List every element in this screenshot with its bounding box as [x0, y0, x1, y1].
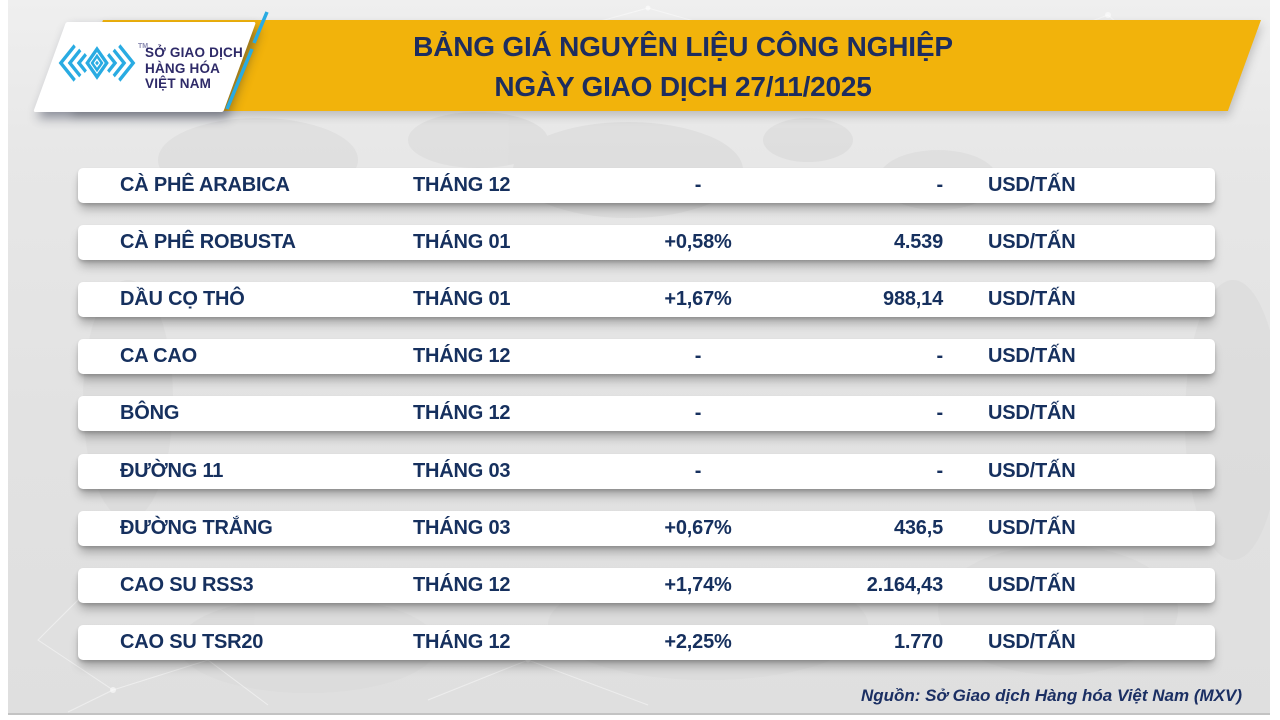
table-row: ĐƯỜNG 11 THÁNG 03 - - USD/TẤN — [78, 454, 1215, 489]
price-unit: USD/TẤN — [988, 174, 1076, 196]
price-unit: USD/TẤN — [988, 288, 1076, 310]
change-percent: - — [694, 402, 702, 424]
commodity-name: DẦU CỌ THÔ — [120, 288, 245, 310]
price-value: 988,14 — [883, 288, 943, 310]
commodity-name: CAO SU RSS3 — [120, 574, 254, 596]
table-row: BÔNG THÁNG 12 - - USD/TẤN — [78, 396, 1215, 431]
source-attribution: Nguồn: Sở Giao dịch Hàng hóa Việt Nam (M… — [860, 686, 1242, 705]
commodity-name: CA CAO — [120, 345, 197, 367]
mxv-logo-icon — [58, 44, 136, 82]
price-board: BẢNG GIÁ NGUYÊN LIỆU CÔNG NGHIỆP NGÀY GI… — [8, 0, 1270, 715]
change-percent: +0,58% — [664, 231, 732, 253]
price-value: 4.539 — [893, 231, 943, 253]
price-unit: USD/TẤN — [988, 574, 1076, 596]
title-line-2: NGÀY GIAO DỊCH 27/11/2025 — [494, 71, 872, 102]
price-value: 2.164,43 — [866, 574, 943, 596]
page-title: BẢNG GIÁ NGUYÊN LIỆU CÔNG NGHIỆP NGÀY GI… — [268, 20, 1098, 111]
logo-org-line-3: VIỆT NAM — [145, 76, 212, 91]
change-percent: - — [694, 345, 702, 367]
table-row: CÀ PHÊ ARABICA THÁNG 12 - - USD/TẤN — [78, 168, 1215, 203]
accent-diagonal-lines — [225, 11, 269, 110]
commodity-name: ĐƯỜNG TRẮNG — [120, 517, 273, 539]
price-unit: USD/TẤN — [988, 460, 1076, 482]
table-row: ĐƯỜNG TRẮNG THÁNG 03 +0,67% 436,5 USD/TẤ… — [78, 511, 1215, 546]
table-row: CÀ PHÊ ROBUSTA THÁNG 01 +0,58% 4.539 USD… — [78, 225, 1215, 260]
price-value: 1.770 — [893, 631, 943, 653]
price-unit: USD/TẤN — [988, 231, 1076, 253]
contract-month: THÁNG 12 — [413, 345, 511, 367]
change-percent: +1,67% — [664, 288, 732, 310]
commodity-name: BÔNG — [120, 402, 180, 424]
logo-org-name: SỞ GIAO DỊCH HÀNG HÓA VIỆT NAM — [145, 45, 243, 92]
change-percent: +2,25% — [664, 631, 732, 653]
commodity-name: CÀ PHÊ ARABICA — [120, 174, 290, 196]
table-row: DẦU CỌ THÔ THÁNG 01 +1,67% 988,14 USD/TẤ… — [78, 282, 1215, 317]
price-value: - — [936, 402, 944, 424]
commodity-name: CAO SU TSR20 — [120, 631, 264, 653]
change-percent: +0,67% — [664, 517, 732, 539]
contract-month: THÁNG 12 — [413, 574, 511, 596]
price-value: 436,5 — [893, 517, 943, 539]
table-row: CAO SU RSS3 THÁNG 12 +1,74% 2.164,43 USD… — [78, 568, 1215, 603]
price-unit: USD/TẤN — [988, 402, 1076, 424]
trademark-mark: TM — [138, 43, 149, 50]
logo-org-line-2: HÀNG HÓA — [145, 60, 221, 76]
price-unit: USD/TẤN — [988, 631, 1076, 653]
contract-month: THÁNG 12 — [413, 402, 511, 424]
price-value: - — [936, 174, 944, 196]
logo-org-line-1: SỞ GIAO DỊCH — [145, 45, 243, 60]
change-percent: +1,74% — [664, 574, 732, 596]
change-percent: - — [694, 174, 702, 196]
table-row: CAO SU TSR20 THÁNG 12 +2,25% 1.770 USD/T… — [78, 625, 1215, 660]
change-percent: - — [694, 460, 702, 482]
contract-month: THÁNG 01 — [413, 288, 511, 310]
contract-month: THÁNG 01 — [413, 231, 511, 253]
price-unit: USD/TẤN — [988, 345, 1076, 367]
commodity-name: CÀ PHÊ ROBUSTA — [120, 231, 296, 253]
contract-month: THÁNG 03 — [413, 517, 511, 539]
table-row: CA CAO THÁNG 12 - - USD/TẤN — [78, 339, 1215, 374]
price-unit: USD/TẤN — [988, 517, 1076, 539]
contract-month: THÁNG 03 — [413, 460, 511, 482]
title-line-1: BẢNG GIÁ NGUYÊN LIỆU CÔNG NGHIỆP — [413, 31, 953, 62]
contract-month: THÁNG 12 — [413, 174, 511, 196]
price-value: - — [936, 460, 944, 482]
price-value: - — [936, 345, 944, 367]
commodity-name: ĐƯỜNG 11 — [120, 460, 224, 482]
contract-month: THÁNG 12 — [413, 631, 511, 653]
